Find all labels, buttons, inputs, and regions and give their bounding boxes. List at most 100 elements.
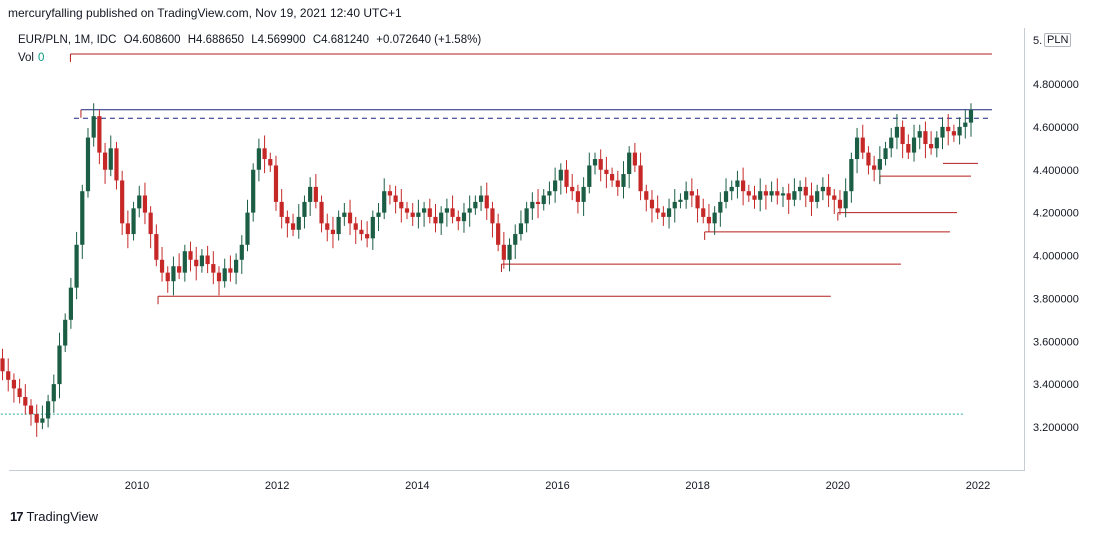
candle-body xyxy=(313,186,318,202)
candle-body xyxy=(803,186,808,196)
candle-body xyxy=(786,193,791,200)
candle-body xyxy=(359,229,364,235)
candle-body xyxy=(911,137,917,153)
candle-body xyxy=(370,216,375,239)
candle-body xyxy=(501,244,506,260)
x-tick-label: 2018 xyxy=(685,480,709,492)
candle-body xyxy=(34,414,39,423)
ohlc-low: L4.569900 xyxy=(251,34,306,46)
currency-badge[interactable]: PLN xyxy=(1044,33,1072,47)
candle-body xyxy=(627,152,632,175)
candle-body xyxy=(245,212,250,245)
candle-body xyxy=(547,191,552,196)
candle-body xyxy=(444,208,449,213)
candle-body xyxy=(199,255,205,267)
candle-body xyxy=(684,191,689,200)
candle-body xyxy=(433,216,438,224)
candle-body xyxy=(421,208,427,213)
candle-body xyxy=(290,223,296,230)
candle-body xyxy=(51,384,56,402)
candle-body xyxy=(963,122,968,127)
x-tick-label: 2016 xyxy=(545,480,569,492)
candle-body xyxy=(484,195,489,209)
candle-body xyxy=(228,268,233,273)
candle-body xyxy=(968,109,974,123)
candle-body xyxy=(296,216,301,230)
candle-body xyxy=(234,259,239,273)
candle-body xyxy=(17,388,22,397)
candle-body xyxy=(763,191,769,196)
candle-body xyxy=(883,148,888,160)
y-tick-label: 3.400000 xyxy=(1033,379,1079,391)
candle-body xyxy=(148,212,153,235)
candle-body xyxy=(347,212,353,224)
x-tick-label: 2012 xyxy=(265,480,289,492)
candle-body xyxy=(712,212,717,224)
y-tick-label: 4.400000 xyxy=(1033,165,1079,177)
candle-body xyxy=(632,152,637,166)
candle-body xyxy=(114,148,119,181)
candle-body xyxy=(91,116,96,138)
candle-body xyxy=(701,208,706,217)
tradingview-brand[interactable]: 17 TradingView xyxy=(10,509,98,524)
candle-body xyxy=(877,159,882,170)
candle-body xyxy=(279,201,284,217)
candle-body xyxy=(302,201,307,217)
tradingview-logo-icon: 17 xyxy=(10,509,24,524)
candle-body xyxy=(672,201,677,209)
candle-body xyxy=(758,191,763,200)
candle-body xyxy=(439,212,444,224)
candle-body xyxy=(57,345,62,385)
candle-body xyxy=(934,137,939,149)
candle-body xyxy=(644,191,649,200)
candle-body xyxy=(473,201,478,209)
x-tick-label: 2010 xyxy=(125,480,149,492)
candle-body xyxy=(946,126,951,132)
candle-body xyxy=(854,137,860,160)
candle-body xyxy=(194,259,199,267)
candle-body xyxy=(581,186,586,202)
candle-body xyxy=(120,180,125,224)
candle-body xyxy=(490,208,495,224)
volume-label[interactable]: Vol xyxy=(18,52,34,64)
candle-body xyxy=(621,174,626,187)
candle-body xyxy=(450,208,455,217)
candle-body xyxy=(159,259,165,273)
candle-body xyxy=(820,186,825,192)
candle-body xyxy=(80,191,85,245)
candle-body xyxy=(507,244,512,260)
candle-body xyxy=(478,195,484,202)
y-tick-label: 5. xyxy=(1033,35,1042,47)
candle-body xyxy=(85,137,91,192)
candle-body xyxy=(63,319,68,346)
candle-body xyxy=(917,131,922,138)
candle-body xyxy=(262,148,267,160)
candle-body xyxy=(393,195,398,202)
candle-body xyxy=(40,418,45,423)
candle-body xyxy=(285,216,290,224)
candle-body xyxy=(268,159,273,166)
candle-body xyxy=(894,126,900,138)
candle-body xyxy=(365,234,370,239)
candle-body xyxy=(564,169,569,187)
candle-body xyxy=(404,208,410,213)
candle-body xyxy=(137,195,142,209)
candle-body xyxy=(330,229,336,235)
candle-body xyxy=(752,195,757,200)
candle-body xyxy=(604,169,609,175)
candle-body xyxy=(553,180,558,192)
chart-frame[interactable] xyxy=(9,28,1025,471)
symbol-label[interactable]: EUR/PLN, 1M, IDC xyxy=(18,34,117,46)
candle-body xyxy=(695,195,700,209)
candle-body xyxy=(860,137,865,153)
candle-body xyxy=(797,186,803,192)
candle-body xyxy=(609,174,615,181)
ohlc-high: H4.688650 xyxy=(187,34,245,46)
candle-body xyxy=(427,208,432,217)
x-tick-label: 2014 xyxy=(405,480,429,492)
candle-body xyxy=(461,212,467,222)
candle-body xyxy=(769,191,774,196)
candle-body xyxy=(399,201,404,209)
candle-body xyxy=(957,126,962,136)
